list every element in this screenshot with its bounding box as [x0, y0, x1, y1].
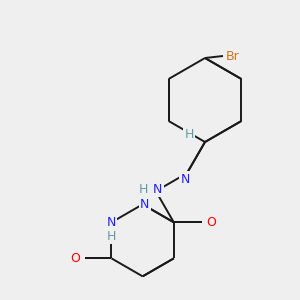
Text: N: N: [180, 173, 190, 186]
Text: Br: Br: [226, 50, 240, 62]
Text: N: N: [140, 198, 149, 211]
Text: H: H: [107, 230, 116, 243]
Text: H: H: [184, 128, 194, 140]
Text: O: O: [70, 252, 80, 265]
Text: H: H: [139, 183, 148, 196]
Text: N: N: [107, 216, 116, 229]
Text: O: O: [206, 216, 216, 229]
Text: N: N: [153, 183, 163, 196]
